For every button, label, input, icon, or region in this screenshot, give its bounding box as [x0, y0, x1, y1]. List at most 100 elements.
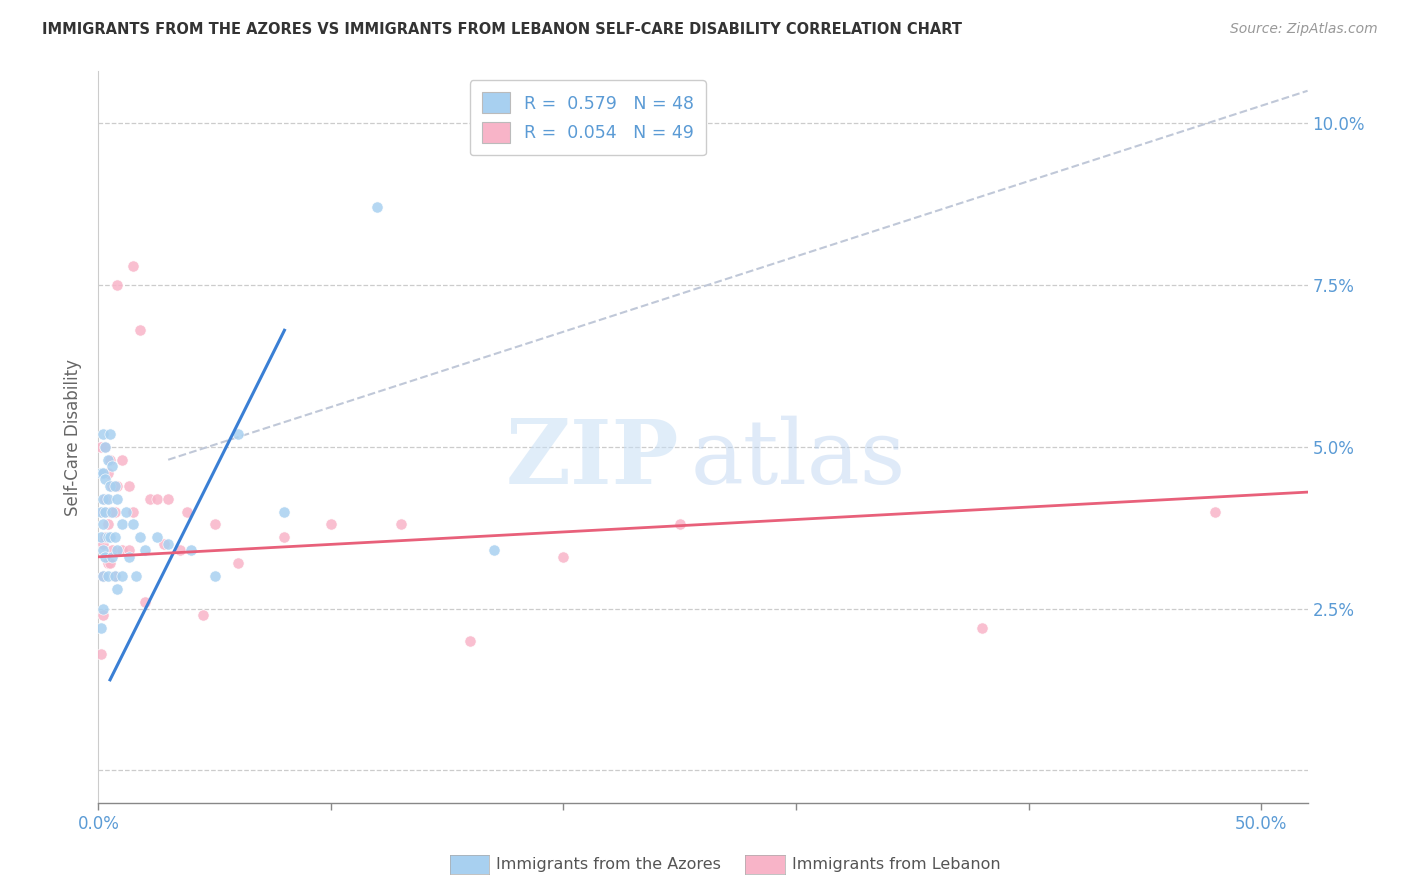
- Text: Immigrants from Lebanon: Immigrants from Lebanon: [792, 857, 1000, 871]
- Point: [104, 530, 127, 544]
- Point: [94, 440, 117, 454]
- Point: [105, 491, 128, 506]
- Point: [91, 537, 114, 551]
- Point: [105, 582, 128, 597]
- Point: [273, 504, 295, 518]
- Point: [204, 569, 226, 583]
- Point: [122, 259, 145, 273]
- Point: [366, 200, 388, 214]
- Point: [122, 517, 145, 532]
- Point: [94, 440, 117, 454]
- Point: [111, 517, 134, 532]
- Point: [101, 459, 124, 474]
- Point: [104, 504, 127, 518]
- Point: [104, 569, 127, 583]
- Point: [1204, 504, 1226, 518]
- Point: [145, 491, 167, 506]
- Point: [104, 478, 127, 492]
- Point: [134, 543, 156, 558]
- Point: [226, 557, 249, 571]
- Point: [94, 504, 117, 518]
- Point: [389, 517, 412, 532]
- Point: [180, 543, 202, 558]
- Point: [98, 557, 121, 571]
- Point: [94, 491, 117, 506]
- Point: [90, 504, 112, 518]
- Point: [98, 504, 121, 518]
- Point: [152, 537, 174, 551]
- Point: [97, 466, 120, 480]
- Point: [91, 517, 114, 532]
- Text: ZIP: ZIP: [505, 416, 679, 502]
- Point: [118, 543, 141, 558]
- Point: [91, 504, 114, 518]
- Point: [668, 517, 690, 532]
- Point: [122, 504, 145, 518]
- Point: [105, 543, 128, 558]
- Point: [101, 504, 124, 518]
- Point: [91, 466, 114, 480]
- Point: [118, 478, 141, 492]
- Point: [115, 504, 138, 518]
- Y-axis label: Self-Care Disability: Self-Care Disability: [65, 359, 83, 516]
- Point: [98, 426, 121, 441]
- Point: [319, 517, 342, 532]
- Point: [90, 621, 112, 635]
- Text: IMMIGRANTS FROM THE AZORES VS IMMIGRANTS FROM LEBANON SELF-CARE DISABILITY CORRE: IMMIGRANTS FROM THE AZORES VS IMMIGRANTS…: [42, 22, 962, 37]
- Point: [98, 530, 121, 544]
- Point: [226, 426, 249, 441]
- Point: [460, 634, 482, 648]
- Point: [97, 491, 120, 506]
- Point: [90, 647, 112, 661]
- Point: [482, 543, 505, 558]
- Point: [111, 452, 134, 467]
- Point: [97, 530, 120, 544]
- Point: [169, 543, 191, 558]
- Point: [970, 621, 993, 635]
- Point: [98, 452, 121, 467]
- Point: [90, 466, 112, 480]
- Point: [91, 466, 114, 480]
- Point: [97, 569, 120, 583]
- Point: [157, 537, 180, 551]
- Point: [91, 543, 114, 558]
- Point: [273, 530, 295, 544]
- Point: [97, 557, 120, 571]
- Text: Source: ZipAtlas.com: Source: ZipAtlas.com: [1230, 22, 1378, 37]
- Point: [90, 530, 112, 544]
- Point: [91, 569, 114, 583]
- Point: [98, 478, 121, 492]
- Point: [111, 569, 134, 583]
- Point: [111, 543, 134, 558]
- Point: [553, 549, 575, 564]
- Point: [101, 549, 124, 564]
- Point: [91, 569, 114, 583]
- Point: [105, 277, 128, 292]
- Point: [91, 491, 114, 506]
- Point: [101, 478, 124, 492]
- Point: [124, 569, 146, 583]
- Point: [97, 517, 120, 532]
- Legend: R =  0.579   N = 48, R =  0.054   N = 49: R = 0.579 N = 48, R = 0.054 N = 49: [470, 80, 706, 155]
- Point: [94, 549, 117, 564]
- Point: [129, 323, 152, 337]
- Point: [118, 549, 141, 564]
- Point: [157, 491, 180, 506]
- Point: [204, 517, 226, 532]
- Point: [94, 530, 117, 544]
- Point: [97, 452, 120, 467]
- Point: [176, 504, 198, 518]
- Point: [105, 478, 128, 492]
- Text: Immigrants from the Azores: Immigrants from the Azores: [496, 857, 721, 871]
- Point: [129, 530, 152, 544]
- Point: [104, 569, 127, 583]
- Point: [145, 530, 167, 544]
- Point: [134, 595, 156, 609]
- Text: atlas: atlas: [690, 416, 905, 503]
- Point: [138, 491, 160, 506]
- Point: [91, 426, 114, 441]
- Point: [91, 601, 114, 615]
- Point: [91, 608, 114, 623]
- Point: [94, 472, 117, 486]
- Point: [90, 440, 112, 454]
